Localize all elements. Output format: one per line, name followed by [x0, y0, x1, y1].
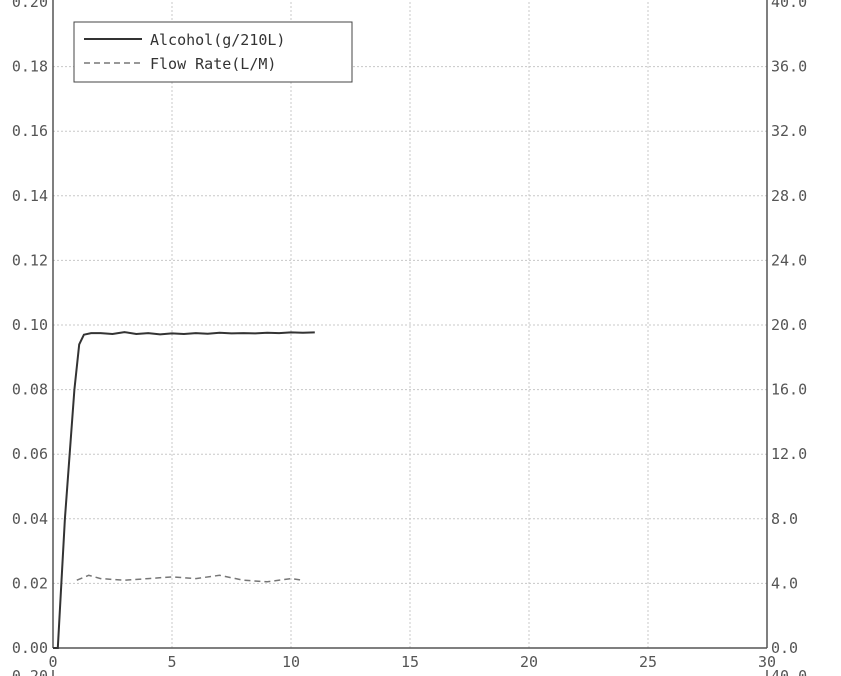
- series: [53, 331, 315, 649]
- y-right-tick-label: 36.0: [771, 58, 807, 76]
- tick-labels: 0 5 10 15 20 25 30 0.00 0.02 0.04 0.06 0.08 0.10 0.12…: [12, 0, 807, 676]
- y-left-tick-label: 0.00: [12, 639, 48, 657]
- y-right-tick-label: 32.0: [771, 122, 807, 140]
- y-left-tick-label: 0.06: [12, 445, 48, 463]
- x-tick-label: 30: [758, 653, 776, 671]
- y-left-tick-label: 0.04: [12, 510, 48, 528]
- y-right-tick-label: 8.0: [771, 510, 798, 528]
- y-right-tick-label: 28.0: [771, 187, 807, 205]
- flow-rate-series-line: [76, 574, 303, 583]
- legend-label-alcohol: Alcohol(g/210L): [150, 31, 285, 49]
- x-tick-label: 0: [48, 653, 57, 671]
- y-left-tick-label: 0.18: [12, 58, 48, 76]
- legend: Alcohol(g/210L) Flow Rate(L/M): [73, 21, 353, 83]
- axes: [52, 0, 768, 676]
- x-tick-label: 25: [639, 653, 657, 671]
- legend-box: [73, 21, 353, 83]
- alcohol-series-line: [53, 331, 315, 649]
- y-left-tick-label: 0.20: [12, 0, 48, 11]
- x-tick-label: 15: [401, 653, 419, 671]
- next-panel-right-tick-label: 40.0: [771, 667, 807, 676]
- y-right-tick-label: 12.0: [771, 445, 807, 463]
- x-tick-label: 10: [282, 653, 300, 671]
- y-right-tick-label: 16.0: [771, 381, 807, 399]
- legend-label-flow-rate: Flow Rate(L/M): [150, 55, 276, 73]
- y-right-tick-label: 4.0: [771, 574, 798, 592]
- y-right-tick-label: 20.0: [771, 316, 807, 334]
- y-right-tick-label: 24.0: [771, 251, 807, 269]
- y-left-tick-label: 0.14: [12, 187, 48, 205]
- y-left-tick-label: 0.12: [12, 251, 48, 269]
- y-right-tick-label: 0.0: [771, 639, 798, 657]
- y-left-tick-label: 0.02: [12, 574, 48, 592]
- x-tick-label: 20: [520, 653, 538, 671]
- x-tick-label: 5: [167, 653, 176, 671]
- y-right-tick-label: 40.0: [771, 0, 807, 11]
- y-left-tick-label: 0.16: [12, 122, 48, 140]
- grid: [53, 2, 767, 648]
- y-left-tick-label: 0.10: [12, 316, 48, 334]
- y-left-tick-label: 0.08: [12, 381, 48, 399]
- next-panel-left-tick-label: 0.20: [12, 667, 48, 676]
